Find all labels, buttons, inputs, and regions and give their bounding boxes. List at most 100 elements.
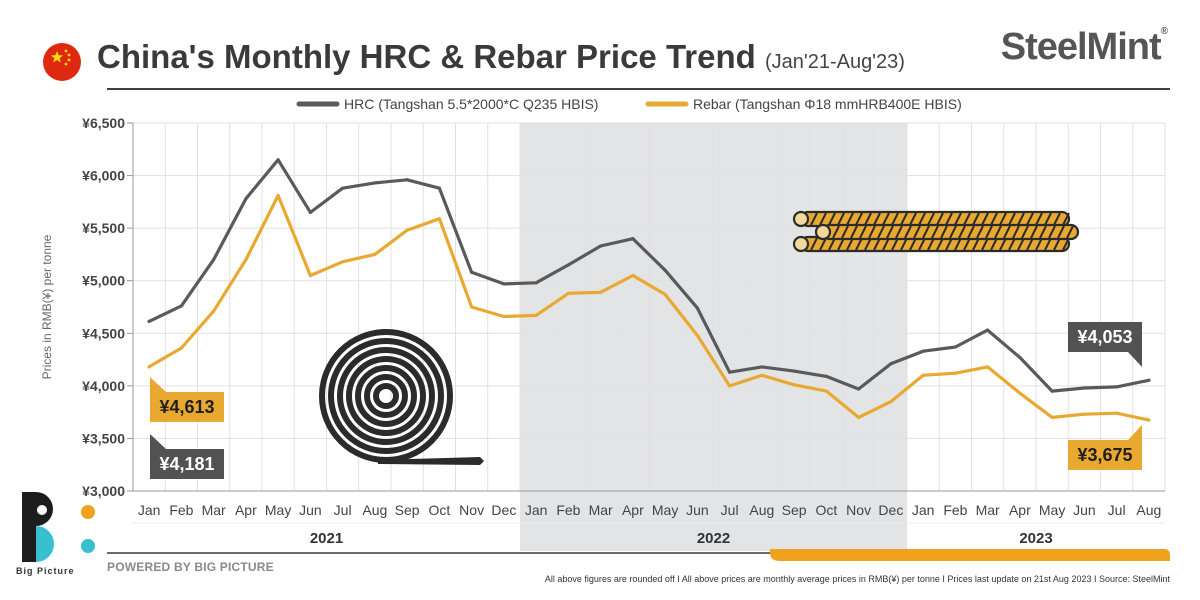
x-tick-label: May [652, 502, 678, 518]
coil-tail [378, 457, 484, 465]
hrc-data-point [792, 369, 796, 373]
rebar-rib [972, 212, 980, 226]
legend-hrc-label: HRC (Tangshan 5.5*2000*C Q235 HBIS) [344, 96, 598, 112]
rebar-rib [895, 225, 903, 239]
rebar-rib [949, 225, 957, 239]
y-tick-label: ¥3,500 [82, 430, 125, 446]
rebar-data-point [1147, 418, 1151, 422]
rebar-rib [891, 212, 899, 226]
rebar-rib [864, 212, 872, 226]
rebar-rib [976, 225, 984, 239]
rebar-rib [967, 225, 975, 239]
x-tick-label: Jun [1073, 502, 1096, 518]
rebar-data-point [857, 415, 861, 419]
rebar-data-point [792, 383, 796, 387]
rebar-rib [1057, 225, 1065, 239]
rebar-data-point [1082, 412, 1086, 416]
rebar-data-point [921, 373, 925, 377]
hrc-data-point [244, 197, 248, 201]
y-tick-label: ¥5,500 [82, 220, 125, 236]
y-tick-label: ¥6,000 [82, 168, 125, 184]
x-tick-label: Apr [235, 502, 257, 518]
callout-tail [1128, 425, 1142, 440]
x-tick-label: Aug [362, 502, 387, 518]
rebar-rib [1053, 212, 1061, 226]
x-tick-label: Jul [334, 502, 352, 518]
rebar-data-point [728, 384, 732, 388]
x-tick-label: Feb [169, 502, 193, 518]
rebar-rib [909, 212, 917, 226]
rebar-end [792, 210, 810, 228]
rebar-data-point [824, 389, 828, 393]
rebar-data-point [1050, 415, 1054, 419]
big-picture-logo-text: Big Picture [16, 566, 75, 576]
rebar-rib [859, 225, 867, 239]
x-tick-label: Nov [846, 502, 871, 518]
rebar-series-line [147, 193, 1151, 422]
powered-by-label: POWERED BY BIG PICTURE [107, 560, 274, 574]
rebar-rib [1062, 212, 1070, 226]
x-tick-label: Feb [556, 502, 580, 518]
x-tick-label: Jul [1108, 502, 1126, 518]
rebar-rib [922, 225, 930, 239]
year-label: 2023 [1019, 530, 1052, 547]
callout-label: ¥4,613 [159, 397, 214, 417]
rebar-rib [954, 212, 962, 226]
footnote: All above figures are rounded off I All … [544, 574, 1170, 584]
hrc-data-point [663, 268, 667, 272]
callout-box [1068, 322, 1142, 352]
rebar-rib [1035, 212, 1043, 226]
x-tick-label: Jan [912, 502, 935, 518]
hrc-data-point [889, 362, 893, 366]
rebar-rib [945, 212, 953, 226]
x-tick-label: Sep [395, 502, 420, 518]
rebar-rib [927, 212, 935, 226]
rebar-rib [828, 212, 836, 226]
x-tick-label: Aug [1136, 502, 1161, 518]
x-tick-label: Aug [749, 502, 774, 518]
rebar-rib [868, 225, 876, 239]
x-tick-label: Jul [721, 502, 739, 518]
rebar-data-point [373, 252, 377, 257]
rebar-rib [850, 225, 858, 239]
rebar-rib [1003, 225, 1011, 239]
rebar-data-point [470, 305, 474, 309]
rebar-rib [855, 212, 863, 226]
rebar-data-point [889, 400, 893, 404]
hrc-data-point [921, 349, 925, 353]
callout-tail [150, 434, 166, 449]
rebar-rib [1026, 212, 1034, 226]
callout-box [150, 449, 224, 479]
hrc-data-point [1147, 378, 1151, 382]
brand-logo: SteelMint® [1001, 26, 1168, 69]
rebar-rib [985, 225, 993, 239]
rebar-rib [810, 212, 818, 226]
rebar-rib [1039, 225, 1047, 239]
hrc-data-point [1115, 385, 1119, 389]
x-tick-label: Mar [589, 502, 613, 518]
x-tick-label: Jun [299, 502, 322, 518]
hrc-data-point [437, 186, 441, 190]
callout-label: ¥3,675 [1077, 445, 1132, 465]
rebar-data-point [760, 373, 764, 377]
hrc-data-point [1018, 355, 1022, 360]
rebar-data-point [599, 290, 603, 294]
callout-tail [1128, 352, 1142, 367]
chart-title: China's Monthly HRC & Rebar Price Trend [97, 38, 756, 75]
coil-ring [373, 383, 399, 409]
rebar-rib [990, 212, 998, 226]
hrc-data-point [566, 263, 570, 267]
callout-label: ¥4,181 [159, 454, 214, 474]
hrc-data-point [1050, 389, 1054, 393]
rebar-rib [999, 212, 1007, 226]
hrc-data-point [534, 281, 538, 285]
rebar-data-point [244, 258, 248, 262]
x-tick-label: Jan [525, 502, 548, 518]
china-flag-icon [43, 43, 81, 81]
callout-box [150, 392, 224, 422]
rebar-bundle-icon [792, 210, 1080, 253]
hrc-data-point [179, 304, 183, 308]
rebar-rib [877, 225, 885, 239]
hrc-data-point [147, 319, 151, 324]
